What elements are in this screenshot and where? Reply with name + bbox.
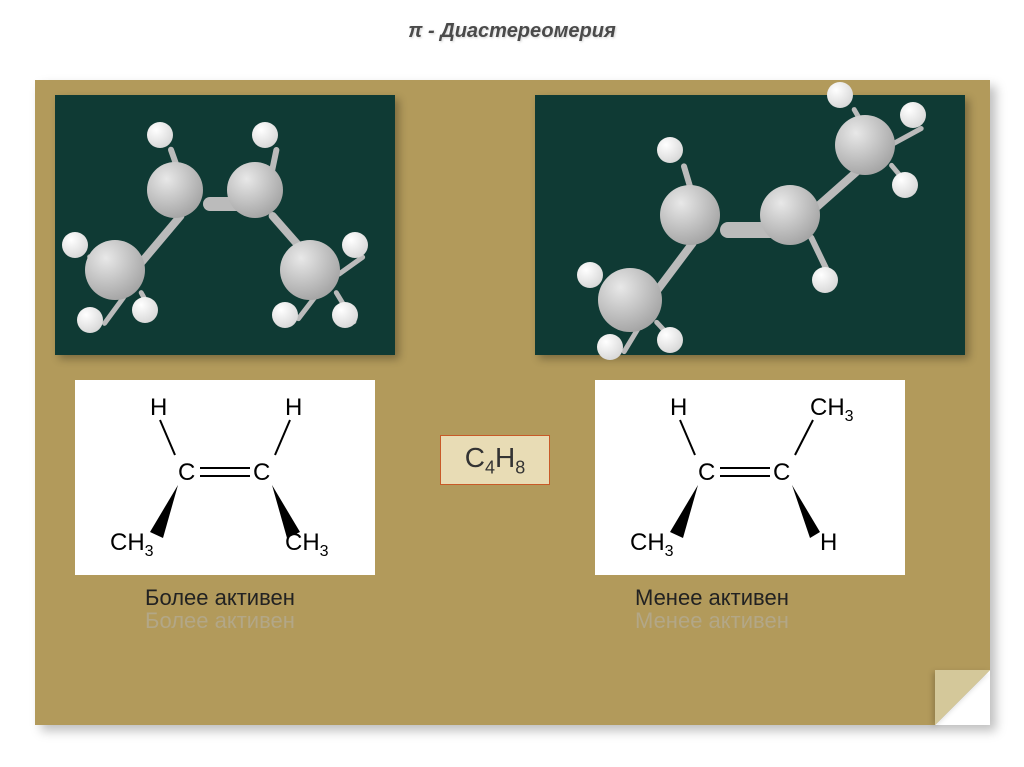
- hydrogen-atom: [272, 302, 298, 328]
- wedge-bond: [150, 485, 178, 538]
- atom-label: C: [773, 459, 790, 486]
- bond: [275, 420, 290, 455]
- atom-label: CH3: [810, 394, 854, 425]
- carbon-atom: [227, 162, 283, 218]
- atom-label: H: [285, 394, 302, 421]
- atom-label: H: [820, 529, 837, 556]
- hydrogen-atom: [597, 334, 623, 360]
- hydrogen-atom: [62, 232, 88, 258]
- hydrogen-atom: [812, 267, 838, 293]
- atom-label: C: [253, 459, 270, 486]
- bond: [160, 420, 175, 455]
- bond: [795, 420, 813, 455]
- atom-label: CH3: [110, 529, 154, 560]
- hydrogen-atom: [252, 122, 278, 148]
- page-curl-icon: [935, 670, 990, 725]
- hydrogen-atom: [892, 172, 918, 198]
- hydrogen-atom: [332, 302, 358, 328]
- caption-cis-shadow: Более активен: [145, 608, 295, 634]
- hydrogen-atom: [77, 307, 103, 333]
- carbon-atom: [85, 240, 145, 300]
- hydrogen-atom: [132, 297, 158, 323]
- atom-label: C: [178, 459, 195, 486]
- hydrogen-atom: [827, 82, 853, 108]
- carbon-atom: [280, 240, 340, 300]
- page-title: π - Диастереомерия: [0, 0, 1024, 43]
- formula-box: C4H8: [440, 435, 550, 485]
- atom-label: CH3: [630, 529, 674, 560]
- molecule-2d-cis: H H C C CH3 CH3: [75, 380, 375, 575]
- carbon-atom: [660, 185, 720, 245]
- carbon-atom: [760, 185, 820, 245]
- carbon-atom: [147, 162, 203, 218]
- hydrogen-atom: [577, 262, 603, 288]
- atom-label: C: [698, 459, 715, 486]
- atom-label: H: [670, 394, 687, 421]
- wedge-bond: [792, 485, 820, 538]
- carbon-atom: [835, 115, 895, 175]
- molecule-3d-cis: [55, 95, 395, 355]
- hydrogen-atom: [657, 137, 683, 163]
- main-panel: H H C C CH3 CH3 H CH3 C C CH3 H: [35, 80, 990, 725]
- molecule-3d-trans: [535, 95, 965, 355]
- formula-text: C4H8: [465, 442, 526, 479]
- hydrogen-atom: [657, 327, 683, 353]
- hydrogen-atom: [900, 102, 926, 128]
- caption-trans-shadow: Менее активен: [635, 608, 789, 634]
- bond: [680, 420, 695, 455]
- wedge-bond: [272, 485, 300, 538]
- wedge-bond: [670, 485, 698, 538]
- atom-label: H: [150, 394, 167, 421]
- carbon-atom: [598, 268, 662, 332]
- hydrogen-atom: [342, 232, 368, 258]
- molecule-2d-trans: H CH3 C C CH3 H: [595, 380, 905, 575]
- hydrogen-atom: [147, 122, 173, 148]
